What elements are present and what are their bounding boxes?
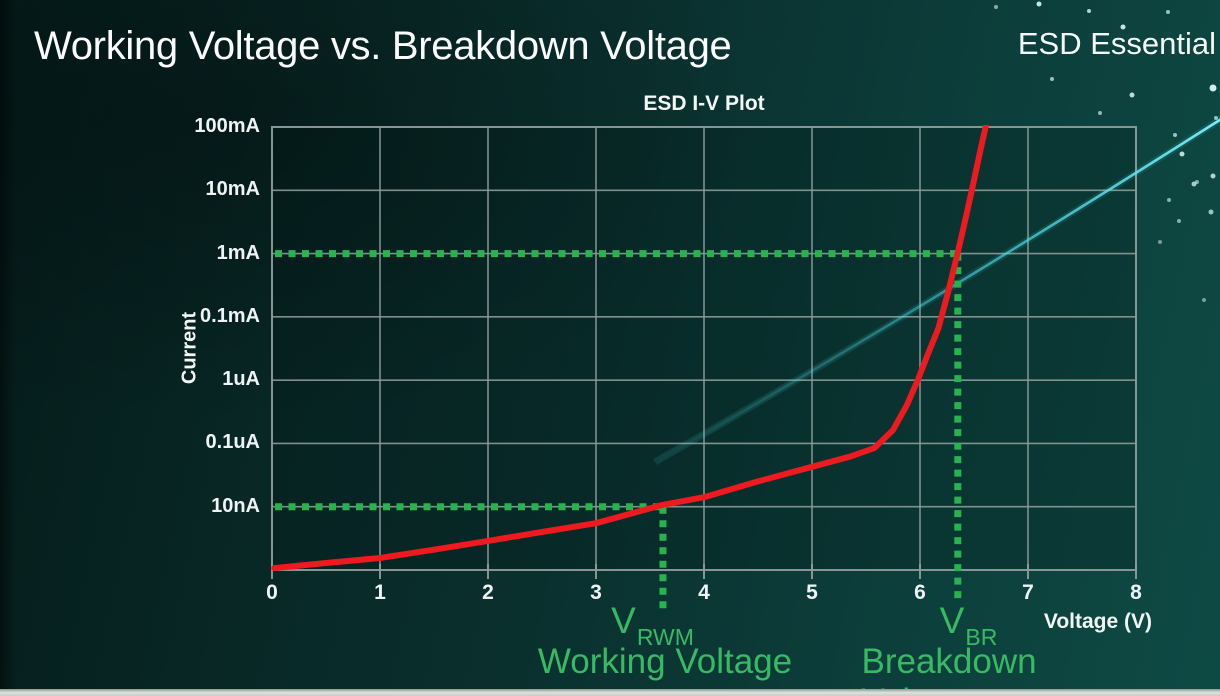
annotation-dotted-lines-br (275, 250, 962, 604)
background-star (1166, 10, 1170, 14)
y-tick-label: 0.1mA (199, 304, 260, 327)
y-tick-label: 0.1uA (205, 431, 260, 454)
x-axis-ticks (271, 564, 1137, 579)
working-voltage-caption: Working Voltage (537, 642, 793, 681)
y-tick-label: 1mA (216, 241, 260, 264)
x-tick-label: 0 (266, 581, 278, 604)
background-star (1173, 133, 1177, 137)
background-star (1120, 24, 1126, 30)
x-tick-label: 5 (806, 581, 818, 604)
breakdown-voltage-caption: Breakdown Voltage (861, 642, 1037, 696)
background-star (1179, 151, 1185, 157)
chart-title: ESD I-V Plot (643, 92, 765, 115)
background-star (1214, 116, 1218, 120)
y-tick-label: 1uA (222, 368, 260, 391)
vrwm-symbol: VRWM (611, 600, 694, 651)
y-tick-label: 10mA (205, 178, 260, 201)
y-tick-label: 100mA (194, 115, 260, 137)
x-tick-label: 6 (914, 581, 926, 604)
background-star (1167, 198, 1171, 202)
x-tick-label: 7 (1022, 581, 1034, 604)
x-tick-label: 8 (1130, 581, 1142, 604)
background-star (1208, 209, 1214, 215)
background-star (1087, 9, 1091, 13)
vrwm-subscript: RWM (636, 624, 694, 651)
gridlines (272, 127, 1136, 570)
background-star (1036, 1, 1042, 7)
vbr-symbol: VBR (939, 600, 998, 651)
x-tick-label: 3 (590, 581, 602, 604)
iv-curve (271, 125, 990, 572)
vbr-subscript: BR (965, 624, 998, 651)
background-star (1050, 77, 1054, 81)
background-star (994, 5, 998, 9)
background-star (1209, 84, 1217, 92)
background-star (1210, 173, 1216, 179)
left-edge-shadow (0, 0, 16, 696)
background-star (1191, 181, 1197, 187)
background-stars (994, 1, 1218, 302)
background-star (1177, 219, 1181, 223)
y-tick-label: 10nA (211, 494, 260, 517)
annotation-dotted-lines-rwm (275, 503, 667, 613)
x-axis-label: Voltage (V) (1043, 610, 1152, 633)
x-tick-label: 1 (374, 581, 386, 604)
background-star (1158, 240, 1162, 244)
bottom-edge-strip (0, 689, 1220, 696)
page-title: Working Voltage vs. Breakdown Voltage (34, 24, 732, 68)
background-star (1098, 111, 1102, 115)
vrwm-letter: V (611, 600, 636, 641)
background-star (1129, 92, 1135, 98)
brand-text: ESD Essential (1017, 26, 1216, 61)
background-swoosh (654, 118, 1220, 464)
vbr-letter: V (939, 600, 965, 641)
background-star (1202, 298, 1206, 302)
x-tick-label: 2 (482, 581, 494, 604)
x-tick-label: 4 (698, 581, 710, 604)
